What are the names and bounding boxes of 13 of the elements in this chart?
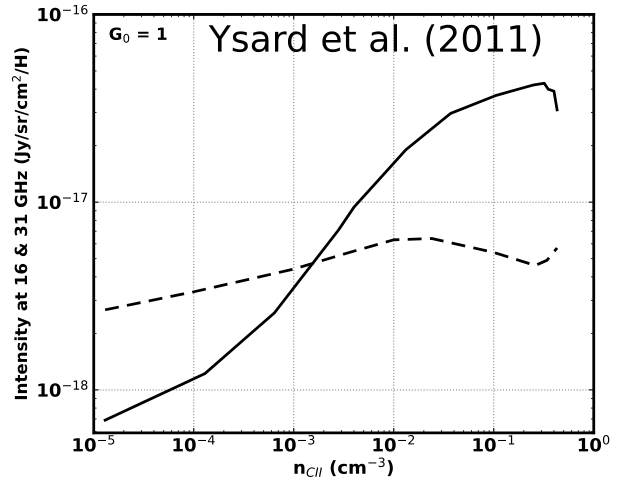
x-tick-label: 10$^{0}$: [578, 435, 610, 452]
x-tick-label: 10$^{−3}$: [273, 435, 314, 452]
y-tick-label: 10$^{−17}$: [38, 192, 88, 210]
x-tick-label: 10$^{−5}$: [73, 435, 114, 452]
x-tick-label: 10$^{−1}$: [473, 435, 514, 452]
annotation: G$_{0}$ = 1: [110, 27, 166, 43]
y-tick-label: 10$^{−16}$: [38, 4, 88, 22]
annotation: Ysard et al. (2011): [208, 24, 540, 56]
x-tick-label: 10$^{−2}$: [373, 435, 414, 452]
x-tick-label: 10$^{−4}$: [173, 435, 215, 452]
y-axis-title: Intensity at 16 & 31 GHz (Jy/sr/cm$^{2}$/H): [12, 48, 31, 400]
x-axis-title: n$_{CII}$ (cm$^{−3}$): [294, 458, 393, 477]
y-tick-label: 10$^{−18}$: [38, 380, 88, 397]
